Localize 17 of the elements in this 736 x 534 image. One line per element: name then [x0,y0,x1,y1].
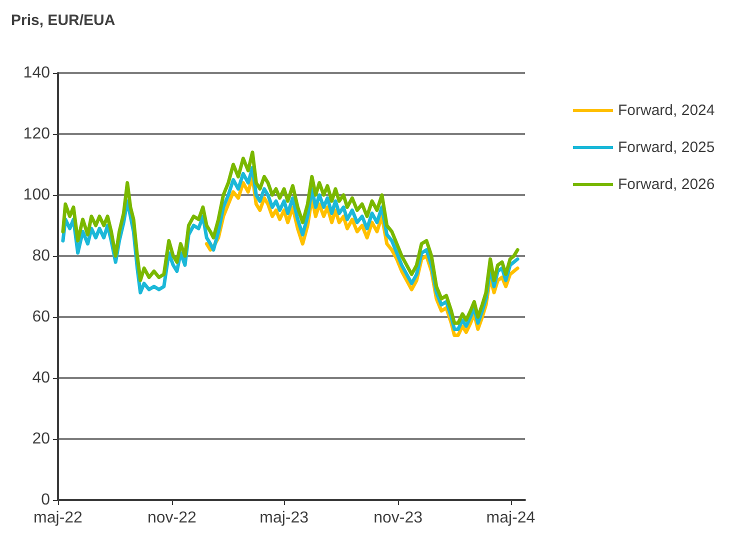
legend-label: Forward, 2024 [618,102,715,119]
y-tick-label: 0 [41,492,50,508]
x-tick-label: maj-22 [34,510,83,526]
legend-label: Forward, 2026 [618,176,715,193]
chart-title: Pris, EUR/EUA [11,12,116,29]
x-tick-label: maj-23 [260,510,309,526]
x-tick-label: maj-24 [486,510,536,526]
y-tick-label: 20 [32,430,50,448]
y-tick-label: 60 [32,308,50,326]
y-tick-label: 100 [23,186,50,204]
y-tick-label: 40 [32,370,50,386]
x-tick-label: nov-23 [374,510,423,526]
y-tick-label: 80 [32,248,50,264]
legend-label: Forward, 2025 [618,139,715,156]
x-tick-label: nov-22 [148,510,197,526]
y-tick-label: 140 [23,64,50,82]
y-tick-label: 120 [23,126,50,142]
